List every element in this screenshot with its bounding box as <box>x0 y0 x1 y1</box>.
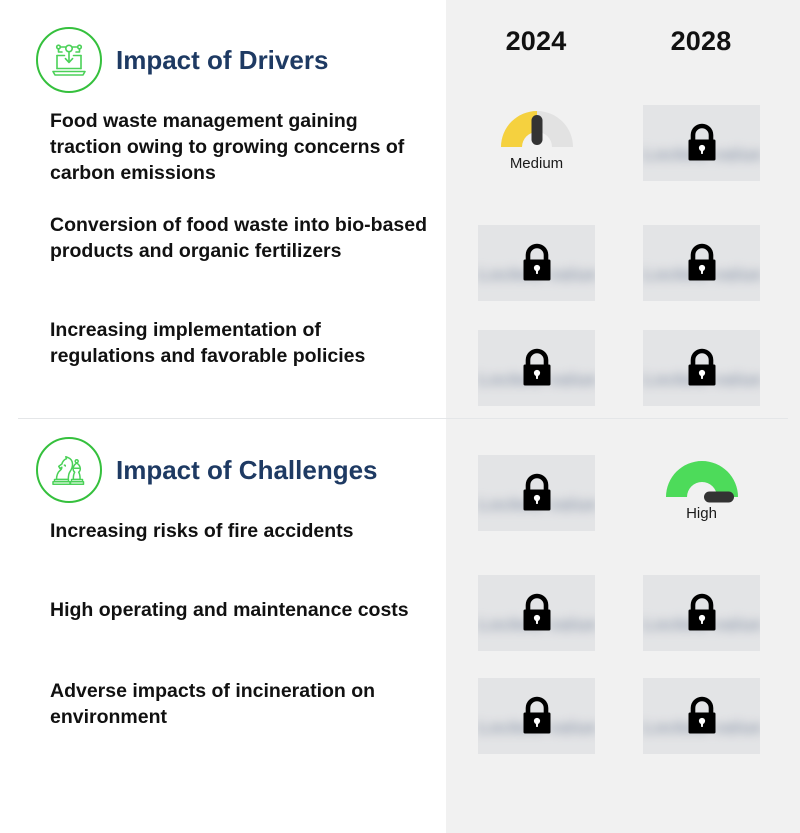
lock-icon <box>517 471 557 515</box>
lock-icon <box>682 346 722 390</box>
locked-rating[interactable]: Locked value <box>478 330 595 406</box>
rating-cell-challenges-r1-2024[interactable]: Locked value <box>478 455 595 531</box>
locked-rating[interactable]: Locked value <box>643 225 760 301</box>
lock-icon <box>682 591 722 635</box>
bullet-challenges-3: Adverse impacts of incineration on envir… <box>50 680 376 728</box>
locked-rating[interactable]: Locked value <box>478 225 595 301</box>
bullet-challenges-2: High operating and maintenance costs <box>50 599 409 621</box>
locked-rating[interactable]: Locked value <box>643 678 760 754</box>
gauge-rating: High <box>643 455 760 541</box>
locked-rating[interactable]: Locked value <box>643 105 760 181</box>
section-header-challenges: Impact of Challenges <box>36 437 378 503</box>
rating-cell-challenges-r2-2028[interactable]: Locked value <box>643 575 760 651</box>
column-header-2024: 2024 <box>505 26 567 56</box>
section-title-challenges: Impact of Challenges <box>116 454 378 485</box>
rating-cell-drivers-r1-2024[interactable]: Medium <box>478 105 595 181</box>
lock-icon <box>517 694 557 738</box>
bullet-challenges-1: Increasing risks of fire accidents <box>50 520 354 542</box>
locked-rating[interactable]: Locked value <box>643 330 760 406</box>
gauge-rating: Medium <box>478 105 595 191</box>
lock-icon <box>517 591 557 635</box>
lock-icon <box>517 241 557 285</box>
section-title-drivers: Impact of Drivers <box>116 44 329 75</box>
rating-cell-challenges-r1-2028[interactable]: High <box>643 455 760 531</box>
lock-icon <box>517 346 557 390</box>
lock-icon <box>682 121 722 165</box>
column-header-2028: 2028 <box>670 26 732 56</box>
rating-cell-drivers-r2-2028[interactable]: Locked value <box>643 225 760 301</box>
bullet-drivers-2: Conversion of food waste into bio-based … <box>50 214 428 262</box>
rating-cell-challenges-r2-2024[interactable]: Locked value <box>478 575 595 651</box>
lock-icon <box>682 694 722 738</box>
gauge-value-label: High <box>686 505 717 522</box>
rating-cell-drivers-r2-2024[interactable]: Locked value <box>478 225 595 301</box>
locked-rating[interactable]: Locked value <box>478 575 595 651</box>
locked-rating[interactable]: Locked value <box>478 455 595 531</box>
rating-cell-challenges-r3-2024[interactable]: Locked value <box>478 678 595 754</box>
rating-cell-drivers-r1-2028[interactable]: Locked value <box>643 105 760 181</box>
section-header-drivers: Impact of Drivers <box>36 27 328 93</box>
chess-pieces-icon <box>36 437 102 503</box>
gauge-value-label: Medium <box>509 155 564 172</box>
bullet-drivers-1: Food waste management gaining traction o… <box>50 110 405 184</box>
lock-icon <box>682 241 722 285</box>
locked-rating[interactable]: Locked value <box>478 678 595 754</box>
rating-cell-drivers-r3-2028[interactable]: Locked value <box>643 330 760 406</box>
section-divider <box>18 418 788 419</box>
rating-cell-challenges-r3-2028[interactable]: Locked value <box>643 678 760 754</box>
content-column: Impact of Drivers Food waste management … <box>36 27 428 728</box>
laptop-download-network-icon <box>36 27 102 93</box>
rating-cell-drivers-r3-2024[interactable]: Locked value <box>478 330 595 406</box>
locked-rating[interactable]: Locked value <box>643 575 760 651</box>
bullet-drivers-3: Increasing implementation of regulations… <box>50 319 366 367</box>
